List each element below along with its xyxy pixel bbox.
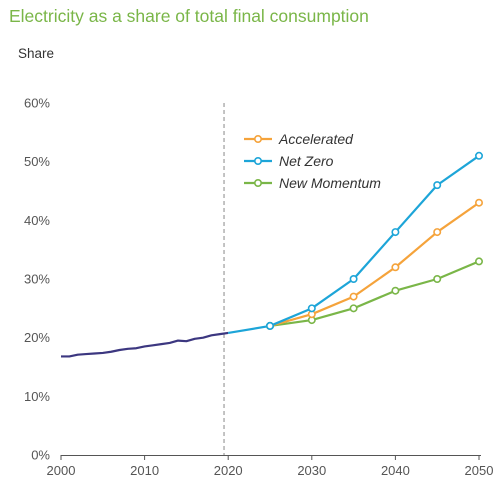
- history-line: [61, 331, 229, 358]
- data-point: [349, 304, 358, 313]
- data-point: [265, 321, 274, 330]
- data-point: [307, 304, 316, 313]
- data-point: [391, 286, 400, 295]
- x-tick-label: 2040: [381, 463, 410, 478]
- legend-marker: [254, 135, 263, 144]
- y-axis-label: Share: [18, 46, 55, 61]
- y-tick-label: 40%: [24, 213, 50, 228]
- data-point: [474, 198, 483, 207]
- y-tick-label: 30%: [24, 272, 50, 287]
- axes: 0% 10% 20% 30% 40% 50% 60% 2000 2010 2020 2030 2040…: [24, 96, 493, 479]
- data-point: [391, 228, 400, 237]
- series-lines: [61, 151, 483, 358]
- y-tick-label: 60%: [24, 96, 50, 111]
- legend: Accelerated Net Zero New Momentum: [244, 131, 381, 191]
- legend-marker: [254, 179, 263, 188]
- data-point: [349, 274, 358, 283]
- x-tick-label: 2030: [297, 463, 326, 478]
- series-line-net-zero: [269, 154, 480, 327]
- y-tick-label: 10%: [24, 389, 50, 404]
- chart-title: Electricity as a share of total final co…: [9, 6, 369, 26]
- x-tick-label: 2010: [130, 463, 159, 478]
- legend-label: Accelerated: [278, 131, 354, 147]
- data-point: [474, 257, 483, 266]
- legend-marker: [254, 157, 263, 166]
- y-tick-label: 50%: [24, 154, 50, 169]
- series-line-new-momentum: [269, 260, 480, 328]
- data-point: [349, 292, 358, 301]
- legend-label: Net Zero: [279, 153, 334, 169]
- data-point: [391, 263, 400, 272]
- data-point: [433, 181, 442, 190]
- x-tick-label: 2050: [465, 463, 494, 478]
- data-point: [433, 274, 442, 283]
- series-line-accelerated: [269, 201, 480, 327]
- data-point: [474, 151, 483, 160]
- projection-common-line: [228, 324, 271, 335]
- x-tick-label: 2020: [214, 463, 243, 478]
- x-tick-label: 2000: [47, 463, 76, 478]
- data-point: [433, 228, 442, 237]
- legend-label: New Momentum: [279, 175, 381, 191]
- y-tick-label: 0%: [31, 448, 50, 463]
- y-tick-label: 20%: [24, 330, 50, 345]
